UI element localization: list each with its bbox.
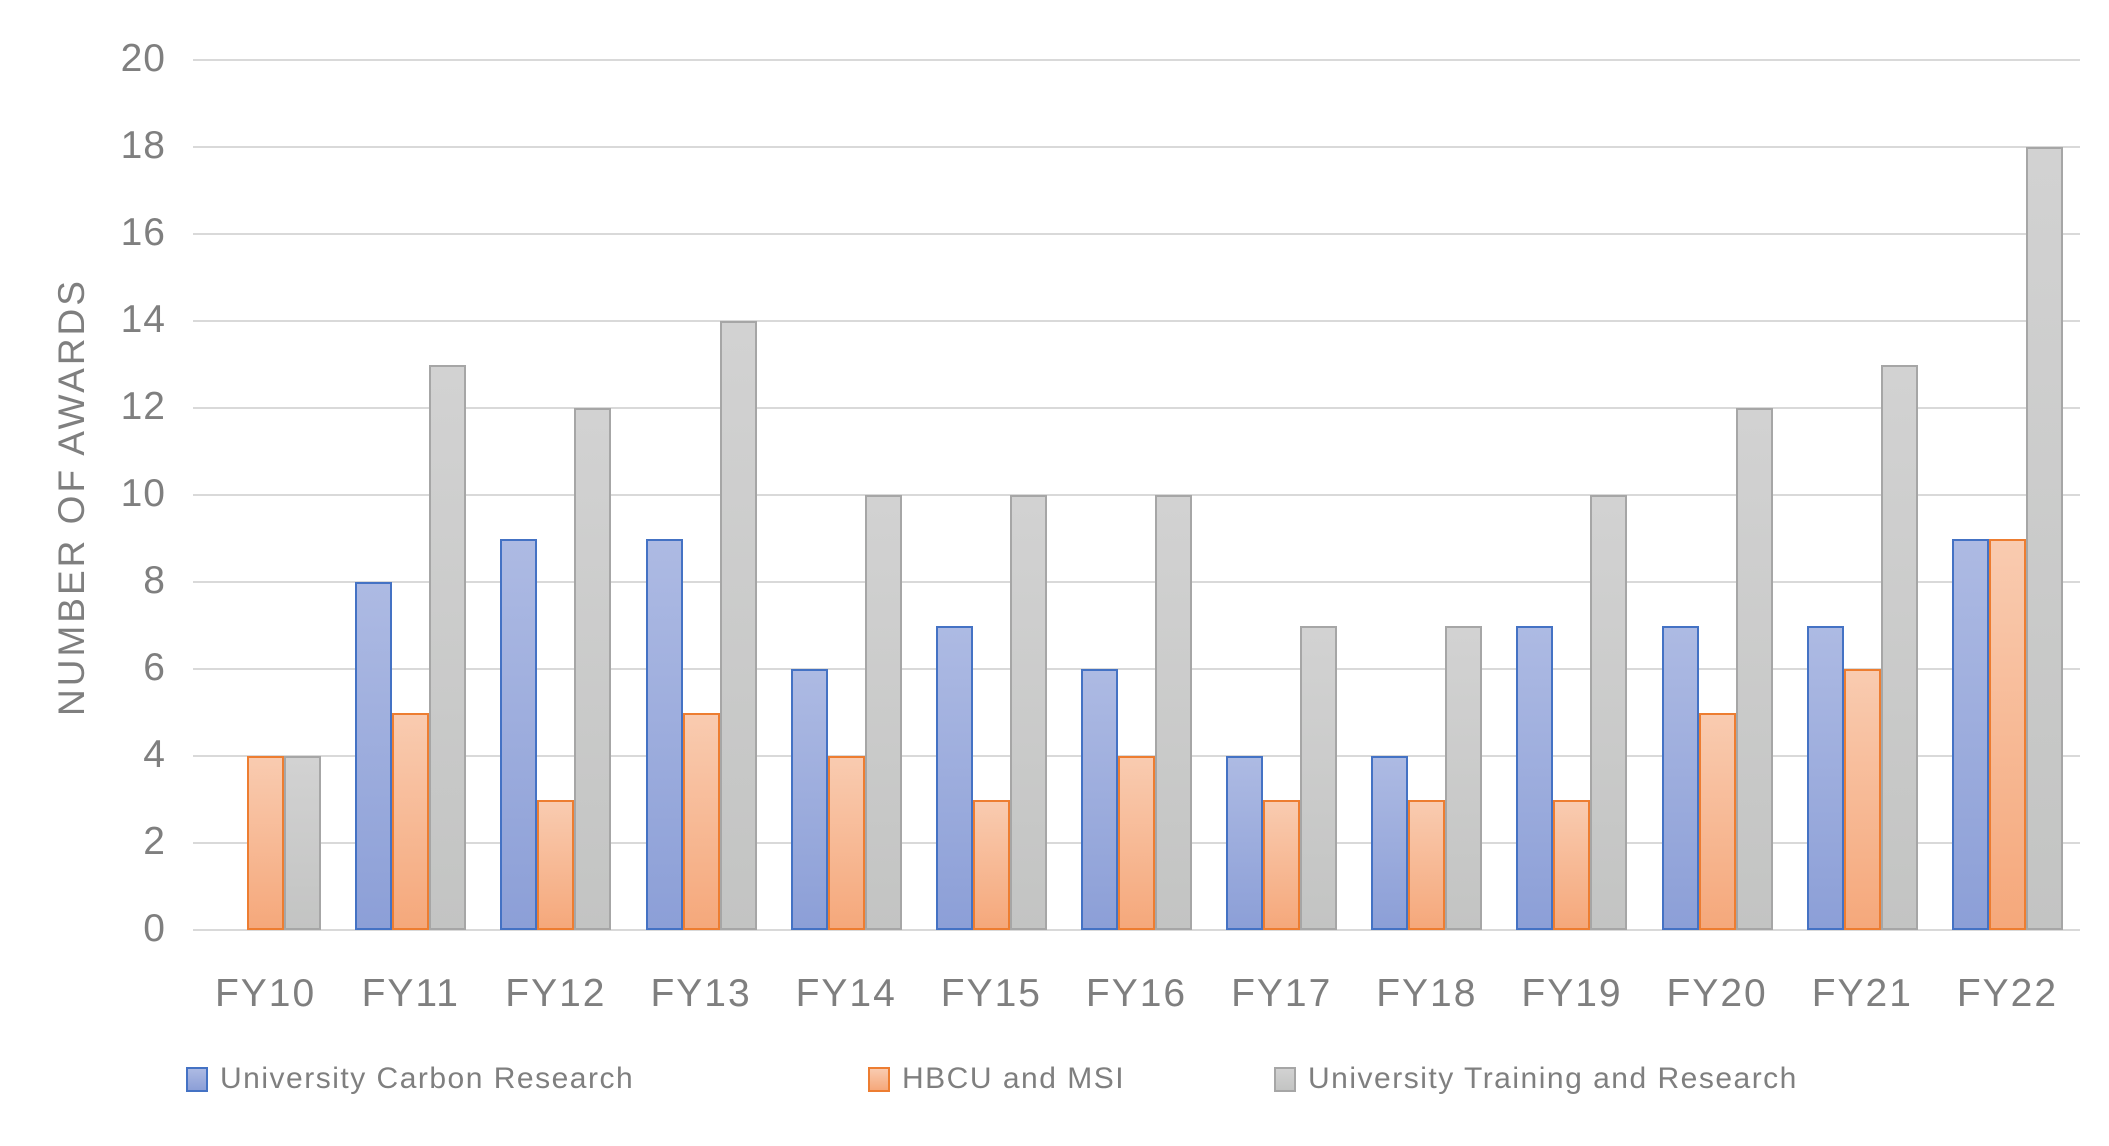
x-axis-labels: FY10 FY11 FY12 FY13 FY14 FY15 FY16 FY17 FY18 FY19… [193, 972, 2080, 1016]
gridline-18 [193, 146, 2080, 148]
bar-FY20-series2 [1698, 712, 1736, 930]
bar-group-FY12 [483, 60, 628, 930]
bar-FY11-series3 [429, 364, 467, 930]
bar-FY17-series2 [1263, 799, 1301, 930]
bar-FY13-series3 [719, 321, 757, 930]
bar-FY21-series1 [1806, 625, 1844, 930]
bar-FY10-series3 [284, 756, 322, 930]
bar-group-FY18 [1354, 60, 1499, 930]
bar-FY18-series3 [1445, 625, 1483, 930]
gridline-16 [193, 233, 2080, 235]
bar-FY22-series3 [2025, 147, 2063, 930]
x-axis-label-FY19: FY19 [1521, 972, 1623, 1015]
y-axis-tick-label-14: 14 [120, 298, 166, 342]
bar-group-FY15 [919, 60, 1064, 930]
bar-FY22-series2 [1988, 538, 2026, 930]
bar-group-FY11 [338, 60, 483, 930]
legend-item-1: University Carbon Research [186, 1062, 634, 1096]
bar-group-FY21 [1790, 60, 1935, 930]
x-axis-label-FY14: FY14 [795, 972, 897, 1015]
legend-label-1: University Carbon Research [220, 1062, 635, 1095]
gridline-8 [193, 581, 2080, 583]
gridline-12 [193, 407, 2080, 409]
bar-FY17-series3 [1300, 625, 1338, 930]
y-axis-tick-label-0: 0 [143, 907, 166, 951]
y-axis-tick-label-20: 20 [120, 37, 166, 81]
bar-FY11-series1 [355, 582, 393, 930]
bar-FY13-series2 [682, 712, 720, 930]
bar-group-FY14 [774, 60, 919, 930]
gridline-10 [193, 494, 2080, 496]
x-axis-label-FY20: FY20 [1666, 972, 1768, 1015]
bar-FY12-series1 [500, 538, 538, 930]
bar-FY11-series2 [392, 712, 430, 930]
bar-group-FY13 [628, 60, 773, 930]
x-axis-label-FY16: FY16 [1085, 972, 1188, 1015]
plot-area [193, 59, 2080, 931]
legend-swatch-icon [868, 1066, 890, 1092]
x-axis-label-FY11: FY11 [361, 972, 460, 1015]
bar-FY16-series2 [1118, 756, 1156, 930]
bar-FY15-series1 [935, 625, 973, 930]
gridline-14 [193, 320, 2080, 322]
bar-FY21-series3 [1880, 364, 1918, 930]
bar-FY16-series3 [1155, 495, 1193, 930]
bar-FY18-series1 [1371, 756, 1409, 930]
x-axis-label-FY13: FY13 [650, 972, 752, 1015]
bar-FY19-series1 [1516, 625, 1554, 930]
x-axis-label-FY22: FY22 [1956, 972, 2059, 1015]
y-axis-tick-labels: 0 2 4 6 8 10 12 14 16 18 20 [0, 37, 166, 950]
legend: University Carbon Research HBCU and MSI Un… [0, 1062, 2109, 1112]
bar-FY13-series1 [645, 538, 683, 930]
bar-group-FY17 [1209, 60, 1354, 930]
x-axis-label-FY10: FY10 [214, 972, 317, 1015]
bar-FY20-series1 [1661, 625, 1699, 930]
y-axis-tick-label-4: 4 [143, 733, 166, 777]
bar-group-FY22 [1935, 60, 2080, 930]
bar-FY17-series1 [1226, 756, 1264, 930]
bars-layer [193, 60, 2080, 930]
bar-FY16-series1 [1081, 669, 1119, 930]
bar-FY12-series2 [537, 799, 575, 930]
legend-label-2: HBCU and MSI [902, 1062, 1126, 1095]
x-axis-label-FY21: FY21 [1811, 972, 1913, 1015]
bar-FY14-series3 [864, 495, 902, 930]
y-axis-tick-label-8: 8 [143, 559, 166, 603]
bar-FY21-series2 [1843, 669, 1881, 930]
bar-FY14-series2 [827, 756, 865, 930]
bar-FY22-series1 [1951, 538, 1989, 930]
y-axis-tick-label-10: 10 [120, 472, 166, 516]
bar-FY18-series2 [1408, 799, 1446, 930]
y-axis-tick-label-2: 2 [143, 820, 166, 864]
x-axis-label-FY17: FY17 [1231, 972, 1333, 1015]
legend-item-3: University Training and Research [1274, 1062, 1798, 1096]
legend-swatch-icon [186, 1066, 208, 1092]
gridline-20 [193, 59, 2080, 61]
x-axis-label-FY12: FY12 [505, 972, 607, 1015]
bar-group-FY10 [193, 60, 338, 930]
y-axis-tick-label-6: 6 [143, 646, 166, 690]
bar-group-FY19 [1499, 60, 1644, 930]
bar-FY19-series3 [1590, 495, 1628, 930]
gridline-0 [193, 929, 2080, 931]
bar-group-FY16 [1064, 60, 1209, 930]
x-axis-label-FY15: FY15 [940, 972, 1042, 1015]
bar-FY10-series2 [247, 756, 285, 930]
x-axis-label-FY18: FY18 [1376, 972, 1478, 1015]
bar-FY12-series3 [574, 408, 612, 930]
bar-FY15-series3 [1009, 495, 1047, 930]
bar-FY14-series1 [790, 669, 828, 930]
y-axis-tick-label-12: 12 [120, 385, 166, 429]
bar-FY15-series2 [972, 799, 1010, 930]
y-axis-tick-label-16: 16 [120, 211, 166, 255]
legend-label-3: University Training and Research [1308, 1062, 1798, 1095]
legend-item-2: HBCU and MSI [868, 1062, 1125, 1096]
gridline-6 [193, 668, 2080, 670]
legend-swatch-icon [1274, 1066, 1296, 1092]
bar-group-FY20 [1645, 60, 1790, 930]
y-axis-tick-label-18: 18 [120, 124, 166, 168]
bar-FY19-series2 [1553, 799, 1591, 930]
bar-FY20-series3 [1735, 408, 1773, 930]
